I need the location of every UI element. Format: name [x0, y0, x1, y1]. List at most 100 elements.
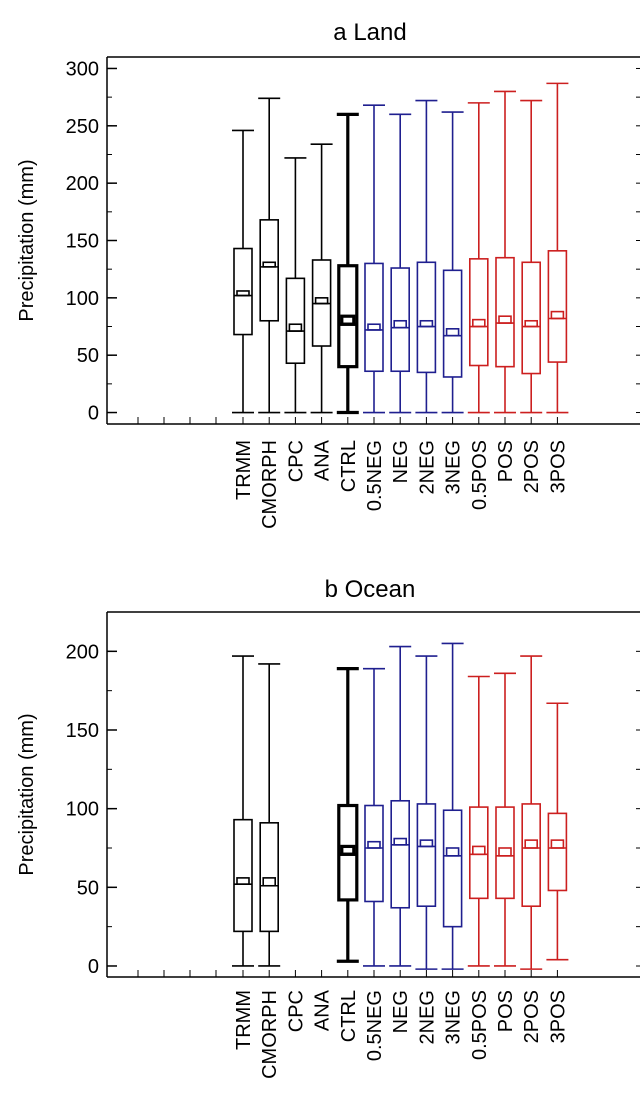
category-label: 3POS: [547, 990, 569, 1043]
iqr-box: [364, 262, 384, 373]
mean-marker: [498, 315, 512, 324]
mean-marker: [314, 297, 329, 305]
panel-title-ocean: b Ocean: [325, 576, 416, 603]
category-label: CMORPH: [259, 990, 281, 1079]
category-label: 3NEG: [443, 440, 465, 494]
mean-marker: [236, 877, 250, 885]
box-CTRL: [336, 112, 359, 415]
mean-marker: [367, 840, 381, 849]
category-label: 3POS: [547, 440, 569, 493]
mean-marker: [262, 877, 277, 887]
category-label: POS: [495, 440, 517, 482]
iqr-box: [390, 267, 411, 373]
category-label: 2NEG: [416, 990, 438, 1044]
y-tick-label: 200: [66, 173, 99, 195]
box-NEG: [389, 645, 412, 967]
category-label: CPC: [285, 440, 307, 482]
box-3NEG: [441, 111, 464, 414]
iqr-box: [233, 247, 253, 336]
category-label: NEG: [390, 440, 412, 483]
category-label: 0.5NEG: [364, 440, 386, 511]
y-axis-label: Precipitation (mm): [16, 713, 38, 875]
iqr-box: [521, 803, 542, 908]
category-label: ANA: [312, 989, 334, 1031]
mean-marker: [498, 847, 512, 857]
box-NEG: [389, 113, 412, 414]
category-label: 2NEG: [416, 440, 438, 494]
mean-marker: [524, 319, 539, 328]
y-tick-label: 0: [88, 403, 99, 425]
mean-marker: [550, 839, 565, 849]
category-label: ANA: [312, 439, 334, 481]
category-label: TRMM: [233, 440, 255, 500]
box-0.5POS: [467, 675, 490, 967]
category-label: 0.5NEG: [364, 990, 386, 1061]
iqr-box: [285, 277, 306, 365]
panel-land: a Land 0 50 100 150 200 250 300 Precipitation (…: [16, 19, 640, 529]
box-0.5NEG: [363, 667, 385, 967]
iqr-box: [521, 261, 542, 375]
y-tick-label: 250: [66, 116, 99, 138]
panel-ocean: b Ocean 0 50 100 150 200 Precipitation (mm) TR…: [16, 576, 640, 1079]
category-label: 0.5POS: [469, 440, 491, 510]
iqr-box: [259, 219, 280, 322]
category-label: 2POS: [521, 440, 543, 493]
box-ANA: [310, 143, 333, 414]
mean-marker: [393, 319, 408, 329]
iqr-box: [233, 818, 253, 933]
y-tick-label: 0: [88, 956, 99, 978]
box-TRMM: [232, 129, 254, 414]
mean-marker: [445, 847, 460, 857]
iqr-box: [259, 822, 280, 933]
box-3POS: [546, 702, 569, 961]
iqr-box: [364, 804, 384, 903]
category-label: CTRL: [338, 990, 360, 1042]
iqr-box: [495, 256, 515, 368]
iqr-box: [442, 809, 463, 928]
iqr-box: [337, 264, 359, 369]
box-3NEG: [441, 642, 464, 970]
category-label: CTRL: [338, 440, 360, 492]
mean-marker: [288, 323, 303, 332]
y-tick-label: 50: [77, 345, 99, 367]
iqr-box: [442, 269, 463, 378]
category-label: 0.5POS: [469, 990, 491, 1060]
mean-marker: [471, 318, 486, 328]
box-POS: [494, 672, 516, 967]
mean-marker: [340, 314, 356, 326]
iqr-box: [468, 258, 489, 367]
category-label: TRMM: [233, 990, 255, 1050]
box-2POS: [520, 99, 543, 414]
category-label: NEG: [390, 990, 412, 1033]
y-tick-label: 200: [66, 641, 99, 663]
box-CTRL: [336, 667, 359, 963]
mean-marker: [367, 323, 381, 331]
iqr-box: [390, 799, 411, 909]
box-POS: [494, 90, 516, 414]
iqr-box: [416, 261, 437, 374]
mean-marker: [419, 839, 434, 848]
mean-marker: [393, 837, 408, 846]
box-2NEG: [415, 99, 438, 414]
box-CMORPH: [258, 97, 281, 414]
box-CMORPH: [258, 663, 281, 967]
mean-marker: [340, 844, 356, 856]
box-2NEG: [415, 655, 438, 970]
y-tick-label: 150: [66, 720, 99, 742]
iqr-box: [495, 806, 515, 900]
category-label: POS: [495, 990, 517, 1032]
y-axis-label: Precipitation (mm): [16, 159, 38, 321]
mean-marker: [550, 310, 565, 320]
category-label: CMORPH: [259, 440, 281, 529]
box-2POS: [520, 655, 543, 970]
iqr-box: [468, 806, 489, 900]
y-tick-label: 100: [66, 288, 99, 310]
mean-marker: [236, 290, 250, 297]
box-0.5POS: [467, 102, 490, 414]
mean-marker: [471, 845, 486, 856]
y-tick-label: 300: [66, 58, 99, 80]
category-label: 2POS: [521, 990, 543, 1043]
box-CPC: [284, 157, 307, 414]
box-3POS: [546, 82, 569, 414]
